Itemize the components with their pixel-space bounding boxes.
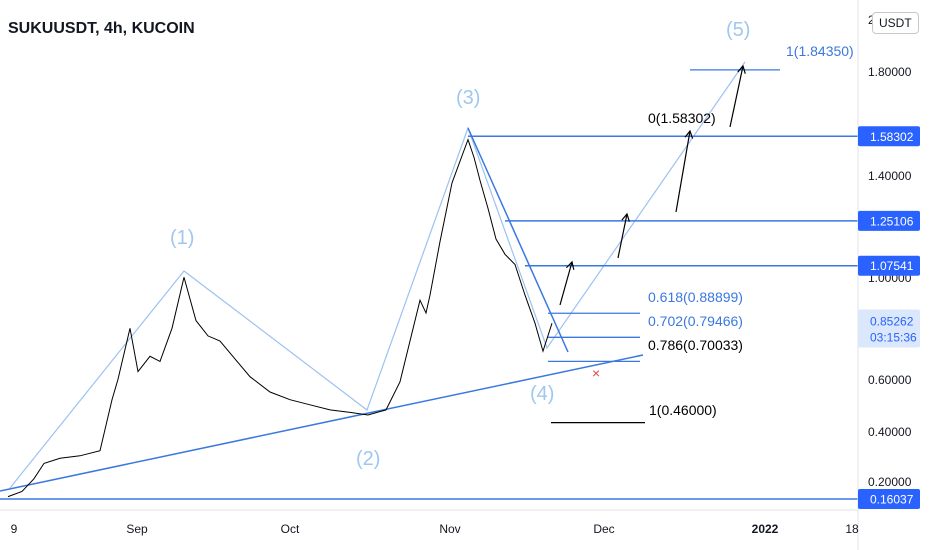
- current-price-box: [858, 309, 920, 348]
- x-tick-label: Nov: [439, 522, 460, 536]
- drawing-layer: [0, 61, 858, 500]
- invalidation-marker: ×: [592, 365, 600, 381]
- projection-arrow-head: [684, 129, 694, 139]
- projection-arrow-head: [621, 212, 630, 222]
- wave-label-2: (2): [356, 448, 380, 470]
- y-tick-label: 0.60000: [868, 373, 912, 387]
- y-tick-label: 1.80000: [868, 65, 912, 79]
- wave-label-4: (4): [530, 383, 554, 405]
- wave-label-5: (5): [726, 19, 750, 41]
- x-tick-label: Dec: [593, 522, 614, 536]
- projection-arrow: [729, 65, 744, 128]
- fib-label-0.79466: 0.702(0.79466): [648, 313, 743, 329]
- projection-arrow: [559, 261, 573, 306]
- wave-label-3: (3): [456, 87, 480, 109]
- price-series-line: [7, 138, 553, 498]
- x-tick-label: 2022: [752, 522, 779, 536]
- x-tick-label: Sep: [126, 522, 148, 536]
- fib-label-0.70033: 0.786(0.70033): [648, 337, 743, 353]
- support-trendline: [0, 354, 644, 492]
- fib-label-0.46: 1(0.46000): [649, 402, 717, 418]
- x-tick-label: Oct: [281, 522, 300, 536]
- x-tick-label: 18: [845, 522, 859, 536]
- chart-title: SUKUUSDT, 4h, KUCOIN: [8, 20, 195, 37]
- fib-label-0.88899: 0.618(0.88899): [648, 289, 743, 305]
- projection-arrow-head: [737, 64, 746, 74]
- price-tag-label: 0.16037: [870, 493, 914, 507]
- y-tick-label: 0.20000: [868, 475, 912, 489]
- projection-arrow: [617, 213, 628, 259]
- label-layer: × (1) (2) (3) (4) (5) 1(1.84350) 0(1.58302) 0.61…: [170, 19, 854, 470]
- y-tick-label: 1.40000: [868, 169, 912, 183]
- price-tag-label: 1.58302: [870, 130, 914, 144]
- projection-arrow-head: [565, 260, 575, 270]
- currency-badge[interactable]: USDT: [872, 12, 919, 34]
- y-tick-label: 2: [868, 13, 875, 27]
- x-tick-label: 9: [11, 522, 18, 536]
- fib-label-1.8435: 1(1.84350): [786, 43, 854, 59]
- price-tag-box: [858, 210, 920, 231]
- projection-arrow: [675, 130, 691, 213]
- wave-path: [9, 61, 746, 489]
- price-tag-box: [858, 126, 920, 147]
- current-price-label: 0.85262: [870, 315, 914, 329]
- price-tag-box: [858, 255, 920, 276]
- countdown-label: 03:15:36: [870, 331, 917, 345]
- price-tag-label: 1.07541: [870, 259, 914, 273]
- wave-label-1: (1): [170, 227, 194, 249]
- price-tag-box: [858, 489, 920, 510]
- y-tick-label: 0.40000: [868, 425, 912, 439]
- fib-label-1.58302: 0(1.58302): [648, 110, 716, 126]
- wave4-channel-line: [467, 127, 569, 353]
- price-tag-label: 1.25106: [870, 214, 914, 228]
